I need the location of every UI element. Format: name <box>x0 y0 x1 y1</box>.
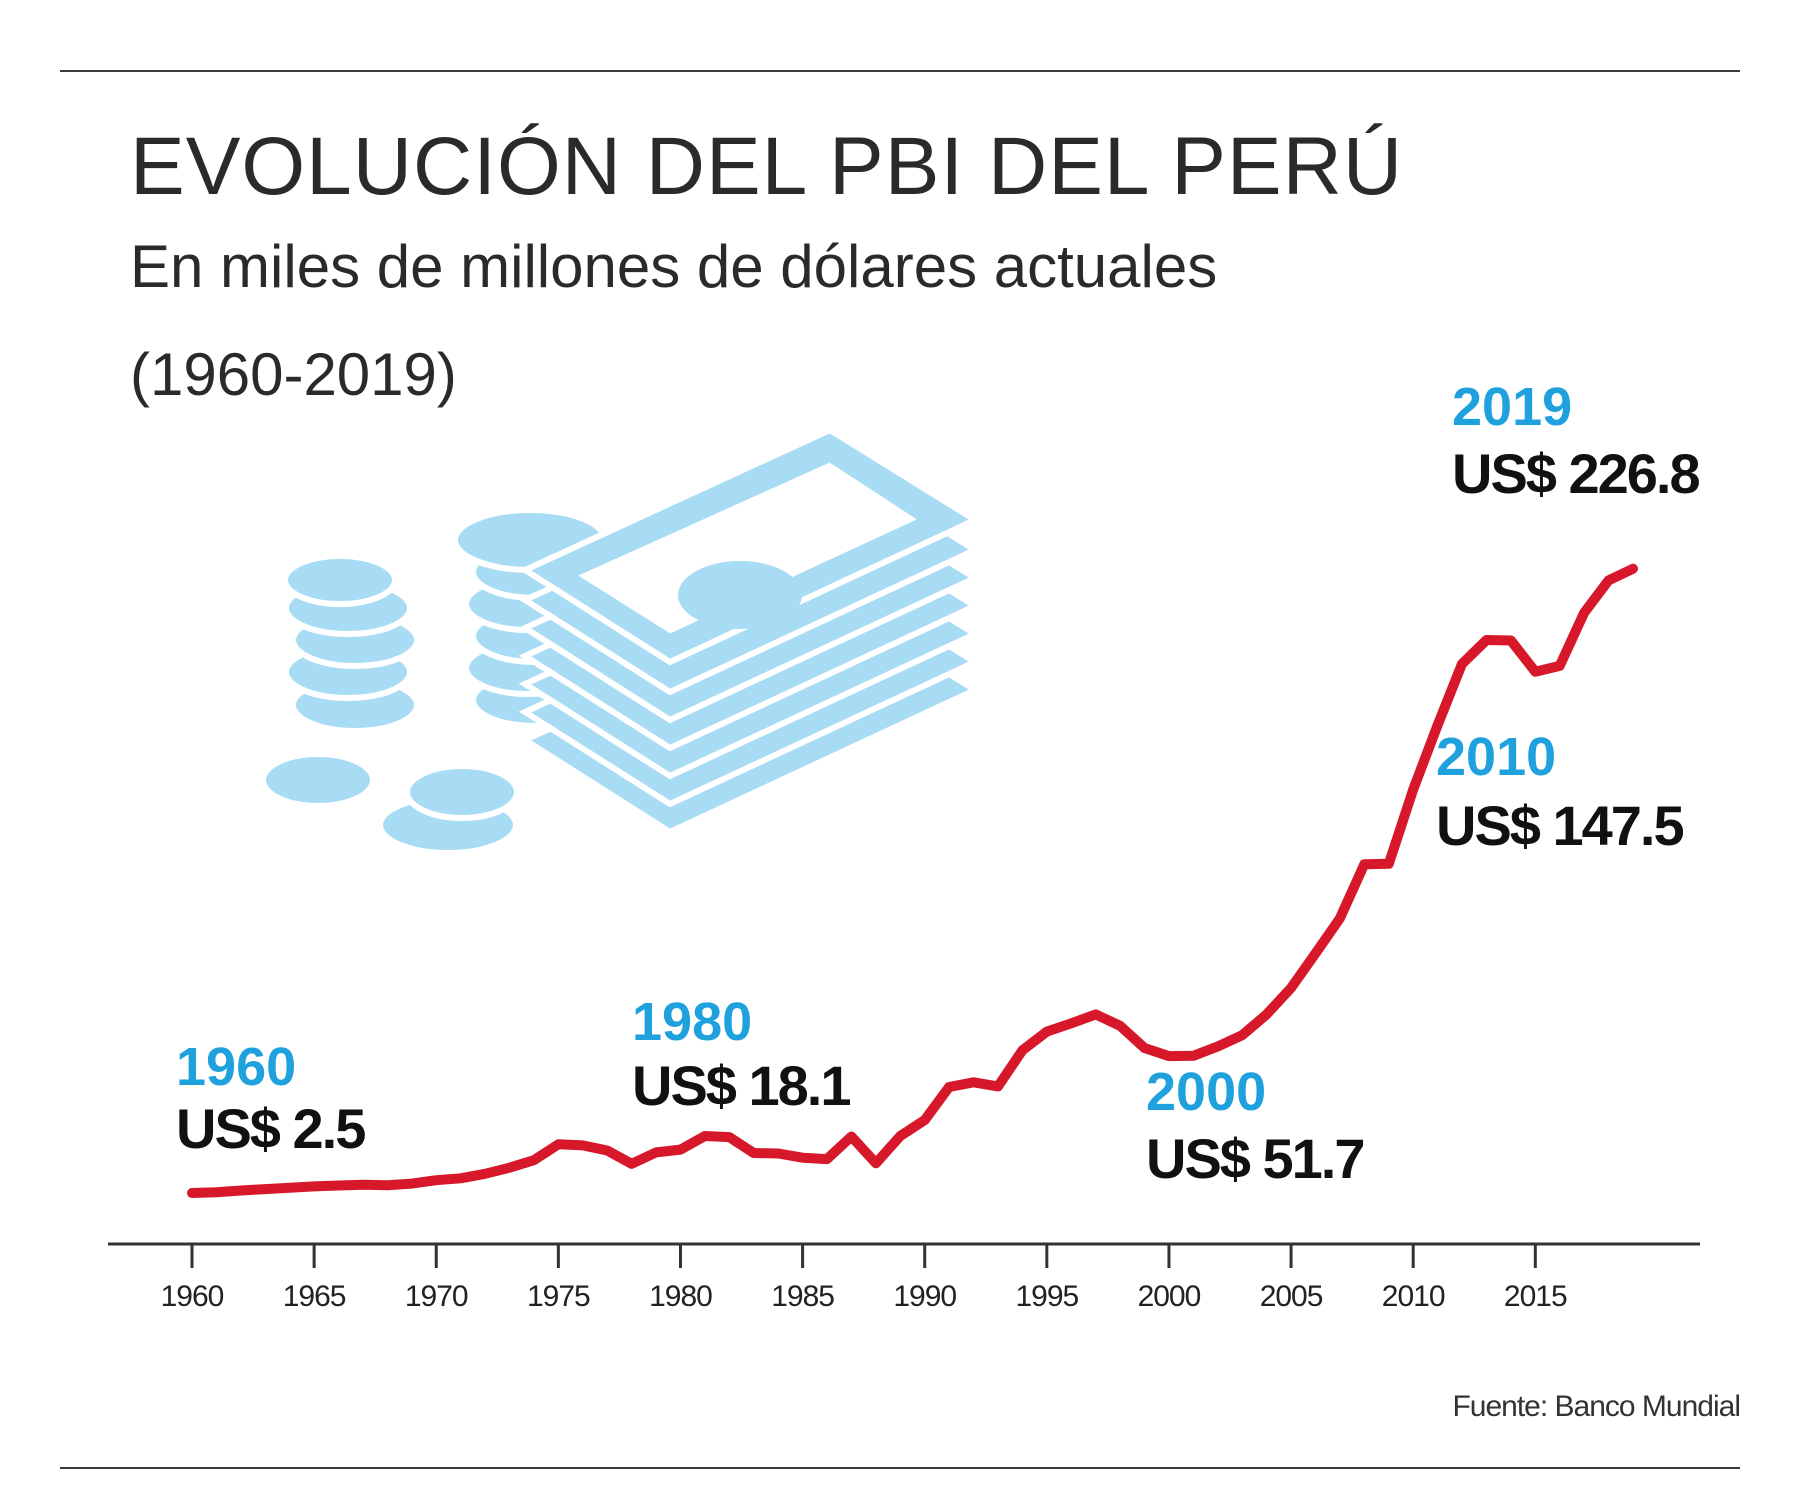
x-tick-label: 1995 <box>1015 1280 1078 1313</box>
chart-period: (1960-2019) <box>130 341 457 408</box>
gdp-series-line <box>187 563 1638 1198</box>
annotation-value: US$ 226.8 <box>1452 442 1699 505</box>
x-tick-label: 1985 <box>771 1280 834 1313</box>
x-tick-label: 2010 <box>1382 1280 1445 1313</box>
x-tick-label: 2005 <box>1260 1280 1323 1313</box>
annotation-value: US$ 18.1 <box>632 1054 850 1117</box>
annotation-value: US$ 2.5 <box>176 1097 365 1160</box>
x-tick-label: 1975 <box>527 1280 590 1313</box>
x-tick-label: 1980 <box>649 1280 712 1313</box>
annotation-year: 2000 <box>1146 1062 1266 1122</box>
x-tick-label: 1970 <box>405 1280 468 1313</box>
chart-subtitle: En miles de millones de dólares actuales <box>130 233 1218 300</box>
x-tick-label: 2000 <box>1138 1280 1201 1313</box>
annotation-value: US$ 147.5 <box>1436 794 1683 857</box>
annotation-year: 2010 <box>1436 727 1556 787</box>
top-divider <box>60 70 1740 72</box>
x-tick-label: 1960 <box>161 1280 224 1313</box>
chart-title: EVOLUCIÓN DEL PBI DEL PERÚ <box>130 121 1404 212</box>
x-tick-label: 1965 <box>283 1280 346 1313</box>
annotation-year: 1960 <box>176 1037 296 1097</box>
bottom-divider <box>60 1467 1740 1469</box>
x-tick-label: 2015 <box>1504 1280 1567 1313</box>
annotation-year: 2019 <box>1452 377 1572 437</box>
x-tick-label: 1990 <box>893 1280 956 1313</box>
money-stack-coins-icon <box>260 426 982 856</box>
annotation-value: US$ 51.7 <box>1146 1127 1364 1190</box>
annotation-year: 1980 <box>632 992 752 1052</box>
source-note: Fuente: Banco Mundial <box>1452 1390 1741 1423</box>
